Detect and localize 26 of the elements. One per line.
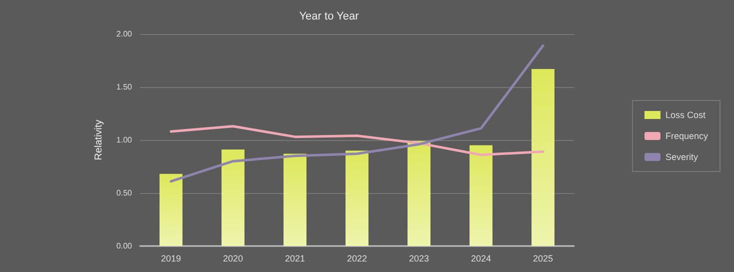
legend-label: Severity: [665, 152, 698, 162]
x-tick-label: 2021: [284, 254, 306, 264]
x-tick-label: 2022: [346, 254, 368, 264]
chart-title: Year to Year: [299, 10, 360, 22]
legend-label: Loss Cost: [665, 110, 706, 120]
x-tick-label: 2024: [470, 254, 492, 264]
x-tick-label: 2019: [160, 254, 182, 264]
y-tick-label: 0.50: [116, 188, 133, 198]
bar: [408, 141, 430, 246]
bar: [346, 150, 368, 246]
bar: [160, 174, 182, 246]
line-series: [170, 124, 544, 156]
x-tick-label: 2025: [532, 254, 554, 264]
bar: [532, 68, 554, 246]
bar: [284, 154, 306, 246]
x-tick-label: 2023: [408, 254, 430, 264]
legend-label: Frequency: [665, 131, 708, 141]
y-tick-label: 1.50: [116, 82, 133, 92]
y-tick-label: 1.00: [116, 136, 133, 144]
bar: [470, 145, 492, 246]
y-tick-label: 2.00: [116, 30, 133, 38]
y-tick-label: 0.00: [116, 242, 133, 250]
bar: [222, 150, 244, 246]
line-series: [170, 44, 544, 183]
y-axis-title: Relativity: [94, 120, 104, 160]
x-tick-label: 2020: [222, 254, 244, 264]
